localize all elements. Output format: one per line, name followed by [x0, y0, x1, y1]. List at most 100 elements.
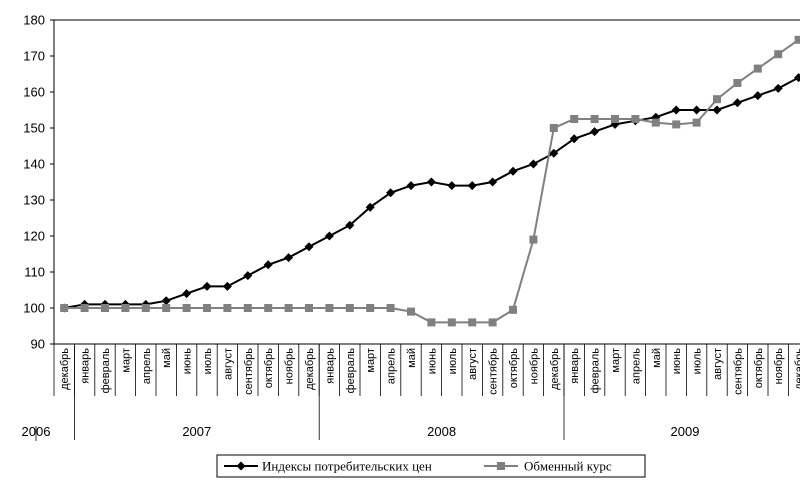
data-point	[753, 64, 762, 73]
data-point	[672, 120, 681, 129]
data-point	[733, 79, 742, 87]
y-axis: 90 100 110 120 130 140 150 160 170 180	[23, 13, 54, 352]
month-label: июнь	[182, 348, 194, 374]
month-label: март	[610, 348, 622, 373]
x-axis: декабрь январь февраль март апрель май июнь июл…	[22, 344, 800, 441]
y-tick-label: 150	[23, 121, 45, 136]
y-tick-label: 180	[23, 13, 45, 28]
data-point	[243, 304, 252, 312]
data-point	[692, 118, 701, 127]
y-tick-label: 100	[23, 301, 45, 316]
data-point	[345, 304, 354, 312]
data-point	[794, 35, 800, 44]
month-label: апрель	[141, 348, 153, 384]
month-label: июнь	[426, 348, 438, 374]
data-point	[366, 304, 375, 312]
data-point	[222, 281, 232, 291]
month-label: октябрь	[263, 348, 275, 388]
legend-item: Индексы потребительских цен	[224, 459, 432, 474]
month-label: июль	[692, 348, 704, 375]
month-label: февраль	[345, 348, 357, 394]
month-label: август	[222, 348, 234, 380]
data-point	[468, 318, 477, 327]
data-point	[773, 83, 783, 93]
data-point	[325, 304, 334, 312]
data-point	[590, 115, 599, 123]
data-point	[407, 307, 415, 316]
data-point	[284, 253, 294, 263]
data-point	[528, 159, 538, 169]
month-label: октябрь	[508, 348, 520, 388]
plot-area	[53, 19, 800, 345]
month-label: январь	[569, 348, 581, 384]
series-layer	[59, 35, 800, 327]
month-label: октябрь	[753, 348, 765, 388]
data-point	[324, 231, 334, 241]
month-label: ноябрь	[773, 348, 785, 385]
month-label: август	[712, 348, 724, 380]
data-point	[284, 304, 293, 312]
month-label: июнь	[671, 348, 683, 374]
data-point	[631, 115, 640, 123]
data-point	[60, 304, 69, 312]
month-label: апрель	[630, 348, 642, 384]
data-point	[467, 181, 477, 191]
series-line	[64, 76, 800, 309]
legend-box	[216, 454, 646, 478]
month-label: декабрь	[59, 348, 71, 390]
data-point	[611, 115, 619, 123]
month-label: декабрь	[549, 348, 561, 390]
legend-label: Обменный курс	[524, 459, 612, 474]
data-point	[651, 118, 660, 127]
data-point	[569, 134, 579, 144]
data-point	[529, 235, 538, 244]
series-2	[60, 35, 800, 327]
data-point	[774, 50, 783, 59]
data-point	[794, 73, 800, 83]
data-point	[203, 304, 211, 312]
y-tick-label: 90	[31, 337, 45, 352]
y-tick-label: 110	[24, 265, 45, 280]
data-point	[732, 98, 742, 108]
month-label: март	[120, 348, 132, 373]
month-label: сентябрь	[243, 348, 255, 395]
data-point	[223, 304, 232, 312]
data-point	[488, 177, 498, 187]
month-label: май	[161, 348, 173, 368]
data-point	[570, 115, 579, 123]
data-point	[263, 260, 273, 270]
data-point	[386, 304, 395, 312]
data-point	[162, 304, 171, 312]
month-label: май	[651, 348, 663, 368]
data-point	[427, 318, 436, 327]
data-point	[447, 318, 456, 327]
data-point	[365, 202, 375, 212]
y-tick-label: 170	[23, 49, 45, 64]
data-point	[243, 271, 253, 281]
legend-marker	[497, 462, 505, 470]
data-point	[549, 148, 559, 158]
data-point	[80, 304, 89, 312]
month-label: март	[365, 348, 377, 373]
data-point	[713, 95, 721, 104]
data-point	[264, 304, 273, 312]
data-point	[549, 124, 558, 132]
data-point	[182, 304, 191, 312]
year-label: 2008	[427, 424, 456, 439]
y-tick-label: 120	[23, 229, 45, 244]
data-point	[304, 242, 314, 252]
data-point	[753, 91, 763, 101]
data-point	[386, 188, 396, 198]
month-label: январь	[324, 348, 336, 384]
data-point	[508, 166, 518, 176]
y-tick-label: 130	[23, 193, 45, 208]
legend-item: Обменный курс	[484, 459, 612, 474]
data-point	[121, 304, 130, 312]
data-point	[488, 318, 497, 327]
month-label: август	[467, 348, 479, 380]
data-point	[305, 304, 313, 312]
month-label: февраль	[100, 348, 112, 394]
data-point	[345, 220, 355, 230]
legend-marker	[236, 461, 246, 471]
